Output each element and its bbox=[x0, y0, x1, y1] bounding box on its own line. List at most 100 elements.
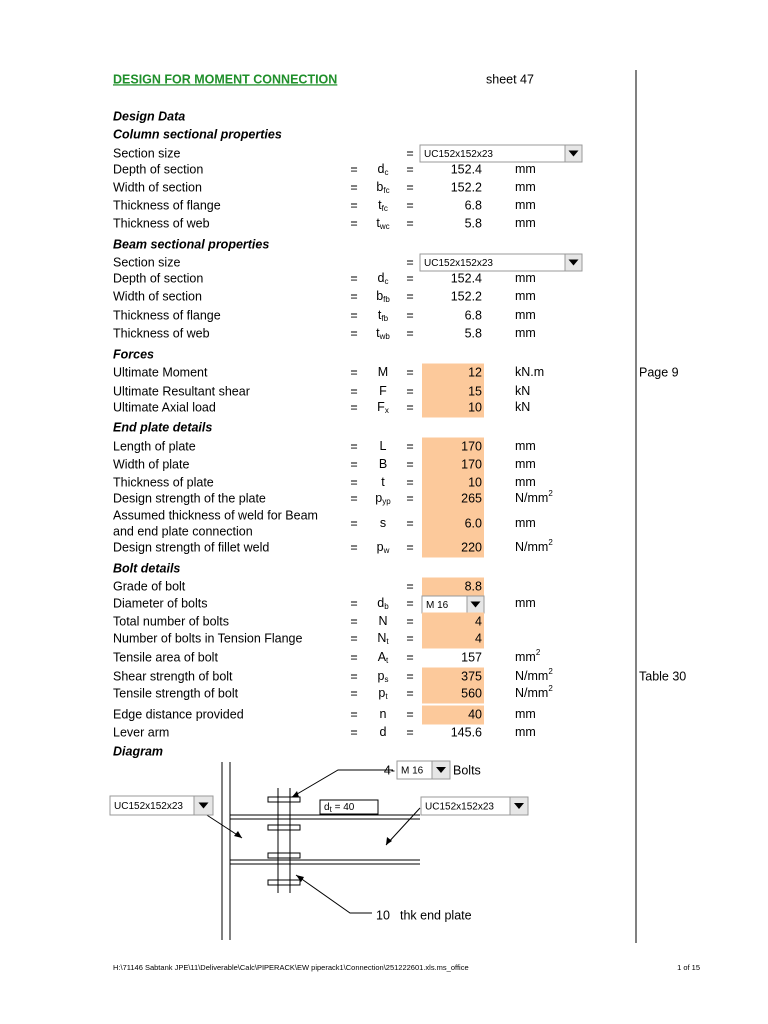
symbol-main: p bbox=[378, 669, 385, 683]
unit: N/mm2 bbox=[515, 684, 553, 700]
unit: mm bbox=[515, 596, 536, 610]
row-label: Ultimate Moment bbox=[113, 365, 208, 379]
unit-main: mm bbox=[515, 650, 536, 664]
equals: = bbox=[350, 162, 357, 176]
symbol-sub: fb bbox=[383, 295, 390, 304]
dropdown-value: UC152x152x23 bbox=[424, 149, 493, 160]
row-label: Total number of bolts bbox=[113, 614, 229, 628]
unit: kN.m bbox=[515, 365, 544, 379]
symbol-main: p bbox=[377, 540, 384, 554]
dropdown-arrow bbox=[568, 150, 579, 157]
value: 265 bbox=[461, 491, 482, 505]
unit-main: mm bbox=[515, 289, 536, 303]
side-note: Page 9 bbox=[639, 365, 679, 379]
unit-main: mm bbox=[515, 198, 536, 212]
value: 6.0 bbox=[465, 516, 482, 530]
equals: = bbox=[350, 614, 357, 628]
group-heading: Diagram bbox=[113, 744, 163, 758]
symbol-main: t bbox=[381, 475, 385, 489]
equals: = bbox=[406, 669, 413, 683]
equals: = bbox=[406, 631, 413, 645]
unit-main: mm bbox=[515, 180, 536, 194]
row-label: Thickness of plate bbox=[113, 475, 214, 489]
value: 170 bbox=[461, 439, 482, 453]
row-label: Depth of section bbox=[113, 271, 203, 285]
symbol-main: d bbox=[378, 271, 385, 285]
symbol-sub: b bbox=[384, 602, 389, 611]
equals: = bbox=[406, 650, 413, 664]
row-label: Lever arm bbox=[113, 725, 169, 739]
row-label: Section size bbox=[113, 146, 180, 160]
value: 5.8 bbox=[465, 216, 482, 230]
row-label: Thickness of flange bbox=[113, 198, 221, 212]
value: 375 bbox=[461, 669, 482, 683]
unit-main: mm bbox=[515, 596, 536, 610]
unit: mm bbox=[515, 457, 536, 471]
unit-main: kN bbox=[515, 384, 530, 398]
equals: = bbox=[350, 365, 357, 379]
value: 152.2 bbox=[451, 289, 482, 303]
row-label: Tensile area of bolt bbox=[113, 650, 218, 664]
symbol: L bbox=[380, 439, 387, 453]
value: 40 bbox=[468, 707, 482, 721]
unit: mm bbox=[515, 707, 536, 721]
input-cell bbox=[422, 538, 484, 558]
unit: mm bbox=[515, 162, 536, 176]
row-label: Grade of bolt bbox=[113, 579, 186, 593]
value: 4 bbox=[475, 614, 482, 628]
equals: = bbox=[350, 180, 357, 194]
unit-sup: 2 bbox=[536, 648, 541, 657]
equals: = bbox=[406, 271, 413, 285]
symbol-main: p bbox=[378, 686, 385, 700]
symbol: twc bbox=[376, 216, 389, 231]
symbol: M bbox=[378, 365, 388, 379]
footer-page: 1 of 15 bbox=[677, 963, 700, 972]
dropdown-arrow bbox=[436, 767, 446, 773]
equals: = bbox=[406, 686, 413, 700]
dt-value: = 40 bbox=[332, 802, 355, 813]
equals: = bbox=[406, 579, 413, 593]
unit: mm bbox=[515, 289, 536, 303]
row-label: Ultimate Axial load bbox=[113, 400, 216, 414]
unit: kN bbox=[515, 400, 530, 414]
row-label: Diameter of bolts bbox=[113, 596, 207, 610]
unit: mm bbox=[515, 725, 536, 739]
symbol-sub: wb bbox=[379, 332, 391, 341]
value: 152.2 bbox=[451, 180, 482, 194]
equals: = bbox=[350, 491, 357, 505]
symbol: pt bbox=[378, 686, 388, 701]
symbol: dc bbox=[378, 162, 389, 177]
value: 10 bbox=[468, 475, 482, 489]
input-cell bbox=[422, 684, 484, 704]
equals: = bbox=[350, 326, 357, 340]
unit-sup: 2 bbox=[548, 538, 553, 547]
dropdown-arrow bbox=[198, 802, 209, 809]
unit: mm bbox=[515, 308, 536, 322]
group-heading: Bolt details bbox=[113, 561, 180, 575]
row-label: Tensile strength of bolt bbox=[113, 686, 239, 700]
symbol-sub: yp bbox=[382, 497, 391, 506]
value: 170 bbox=[461, 457, 482, 471]
row-label: Length of plate bbox=[113, 439, 196, 453]
symbol-main: t bbox=[378, 308, 382, 322]
symbol-sub: c bbox=[384, 277, 388, 286]
symbol: pyp bbox=[375, 491, 391, 506]
value: 6.8 bbox=[465, 308, 482, 322]
symbol-main: t bbox=[378, 198, 382, 212]
symbol-sub: wc bbox=[379, 222, 390, 231]
equals: = bbox=[406, 516, 413, 530]
symbol: d bbox=[380, 725, 387, 739]
equals: = bbox=[350, 540, 357, 554]
symbol-main: F bbox=[379, 384, 387, 398]
input-cell bbox=[422, 667, 484, 687]
equals: = bbox=[350, 725, 357, 739]
row-label: and end plate connection bbox=[113, 524, 253, 538]
equals: = bbox=[406, 707, 413, 721]
input-cell bbox=[422, 629, 484, 649]
footer-path: H:\71146 Sabtank JPE\11\Deliverable\Calc… bbox=[113, 963, 469, 972]
symbol-sub: fc bbox=[382, 204, 388, 213]
dropdown-arrow bbox=[514, 803, 524, 809]
symbol: Nt bbox=[377, 631, 389, 646]
